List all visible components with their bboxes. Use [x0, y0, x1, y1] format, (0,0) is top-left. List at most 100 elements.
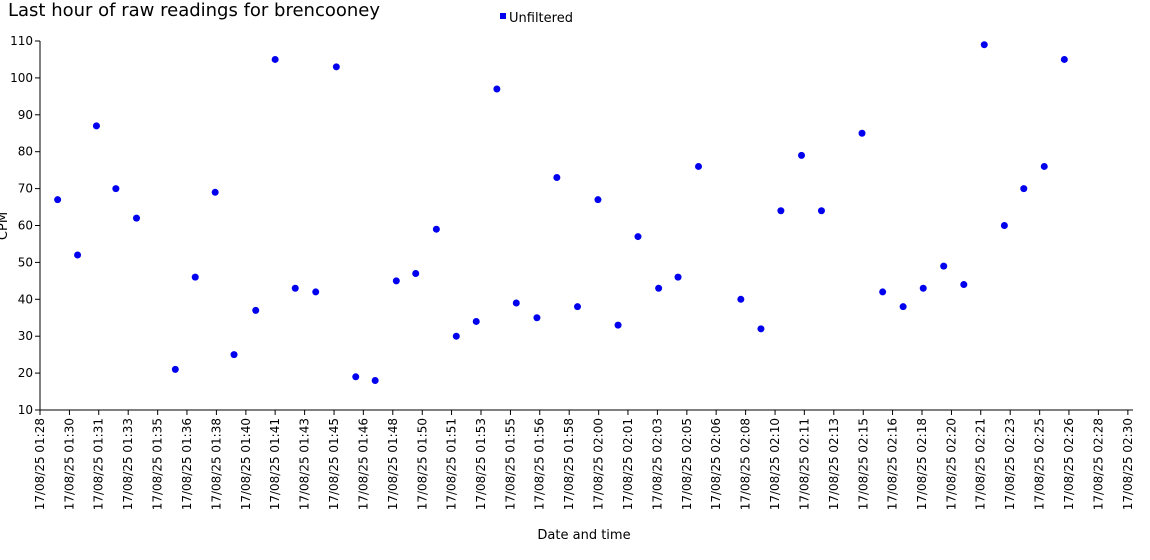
- data-point: [291, 284, 299, 292]
- x-tick-label: 17/08/25 02:13: [827, 418, 841, 510]
- data-point: [512, 299, 520, 307]
- x-tick-label: 17/08/25 02:10: [768, 418, 782, 510]
- data-point: [230, 351, 238, 359]
- data-point: [798, 151, 806, 159]
- data-point: [392, 277, 400, 285]
- x-tick-label: 17/08/25 02:28: [1091, 418, 1105, 510]
- y-tick-label: 30: [18, 329, 33, 343]
- x-tick-label: 17/08/25 02:03: [650, 418, 664, 510]
- data-point: [332, 63, 340, 71]
- x-tick-label: 17/08/25 02:06: [709, 418, 723, 510]
- data-point: [432, 225, 440, 233]
- x-tick-label: 17/08/25 01:43: [298, 418, 312, 510]
- x-tick-label: 17/08/25 01:41: [268, 418, 282, 510]
- data-point: [112, 185, 120, 193]
- x-tick-label: 17/08/25 02:05: [680, 418, 694, 510]
- data-point: [312, 288, 320, 296]
- x-tick-label: 17/08/25 02:26: [1062, 418, 1076, 510]
- x-axis-label: Date and time: [537, 528, 630, 543]
- x-axis: 17/08/25 01:28 17/08/25 01:30 17/08/25 01:…: [33, 409, 1135, 543]
- x-tick-label: 17/08/25 01:38: [209, 418, 223, 510]
- y-tick-label: 20: [18, 366, 33, 380]
- data-point: [960, 281, 968, 289]
- x-tick-label: 17/08/25 02:11: [797, 418, 811, 510]
- x-tick-label: 17/08/25 01:46: [356, 418, 370, 510]
- x-tick-label: 17/08/25 02:25: [1033, 418, 1047, 510]
- data-point: [493, 85, 501, 93]
- data-point: [472, 317, 480, 325]
- data-point: [54, 196, 62, 204]
- data-point: [695, 162, 703, 170]
- x-tick-label: 17/08/25 02:20: [944, 418, 958, 510]
- x-tick-label: 17/08/25 01:35: [151, 418, 165, 510]
- x-tick-label: 17/08/25 02:23: [1003, 418, 1017, 510]
- x-tick-label: 17/08/25 02:21: [974, 418, 988, 510]
- x-tick-label: 17/08/25 01:45: [327, 418, 341, 510]
- x-tick-label: 17/08/25 01:51: [445, 418, 459, 510]
- y-tick-label: 70: [18, 182, 33, 196]
- series-unfiltered: [54, 41, 1068, 384]
- data-point: [737, 295, 745, 303]
- legend-label-unfiltered: Unfiltered: [509, 11, 573, 26]
- data-point: [74, 251, 82, 259]
- data-point: [899, 303, 907, 311]
- data-point: [817, 207, 825, 215]
- data-point: [858, 129, 866, 137]
- data-point: [1040, 162, 1048, 170]
- data-point: [271, 55, 279, 63]
- data-point: [352, 373, 360, 381]
- x-tick-label: 17/08/25 02:18: [915, 418, 929, 510]
- x-tick-label: 17/08/25 01:56: [533, 418, 547, 510]
- x-tick-label: 17/08/25 01:30: [62, 418, 76, 510]
- y-tick-label: 40: [18, 292, 33, 306]
- x-tick-label: 17/08/25 02:00: [592, 418, 606, 510]
- data-point: [132, 214, 140, 222]
- data-point: [252, 306, 260, 314]
- y-tick-label: 60: [18, 219, 33, 233]
- data-point: [655, 284, 663, 292]
- y-tick-label: 50: [18, 255, 33, 269]
- x-tick-label: 17/08/25 01:50: [415, 418, 429, 510]
- data-point: [634, 233, 642, 241]
- x-tick-label: 17/08/25 01:53: [474, 418, 488, 510]
- data-point: [1060, 55, 1068, 63]
- y-tick-label: 90: [18, 108, 33, 122]
- data-point: [211, 188, 219, 196]
- data-point: [412, 269, 420, 277]
- chart-title: Last hour of raw readings for brencooney: [8, 0, 380, 21]
- data-point: [452, 332, 460, 340]
- y-tick-label: 80: [18, 145, 33, 159]
- x-tick-label: 17/08/25 02:16: [886, 418, 900, 510]
- data-point: [553, 174, 561, 182]
- x-tick-label: 17/08/25 01:28: [33, 418, 47, 510]
- data-point: [171, 365, 179, 373]
- data-point: [1000, 222, 1008, 229]
- x-tick-label: 17/08/25 01:40: [239, 418, 253, 510]
- data-point: [879, 288, 887, 296]
- legend-swatch-unfiltered: [500, 13, 506, 19]
- data-point: [674, 273, 682, 281]
- x-tick-label: 17/08/25 01:58: [562, 418, 576, 510]
- data-point: [1020, 185, 1028, 193]
- data-point: [940, 262, 948, 270]
- legend: Unfiltered: [500, 11, 573, 26]
- data-point: [757, 325, 765, 333]
- y-axis: 10 20 30 40 50 60 70 80 90 100 110 CPM: [0, 34, 41, 417]
- data-point: [573, 303, 581, 311]
- x-tick-label: 17/08/25 01:48: [386, 418, 400, 510]
- x-tick-label: 17/08/25 01:33: [121, 418, 135, 510]
- x-tick-label: 17/08/25 01:31: [92, 418, 106, 510]
- x-tick-label: 17/08/25 02:30: [1121, 418, 1135, 510]
- y-tick-label: 10: [18, 403, 33, 417]
- y-axis-label: CPM: [0, 212, 11, 240]
- x-tick-label: 17/08/25 02:08: [739, 418, 753, 510]
- x-tick-label: 17/08/25 01:55: [503, 418, 517, 510]
- x-tick-label: 17/08/25 01:36: [180, 418, 194, 510]
- y-tick-label: 110: [10, 34, 33, 48]
- data-point: [980, 41, 988, 49]
- data-point: [533, 314, 541, 322]
- data-point: [92, 122, 100, 130]
- data-point: [191, 273, 199, 281]
- x-tick-label: 17/08/25 02:15: [856, 418, 870, 510]
